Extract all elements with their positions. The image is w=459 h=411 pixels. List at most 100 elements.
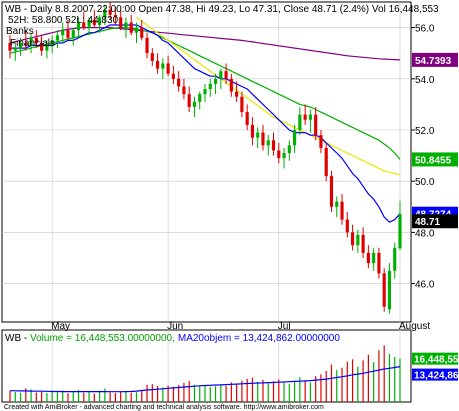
candle-body (219, 71, 223, 79)
chart-header-quote: WB - Daily 8.8.2007 22:00:00 Open 47.38,… (5, 4, 439, 15)
volume-pane (1, 329, 412, 403)
candle-body (398, 214, 402, 249)
candle-body (18, 42, 23, 49)
candle-body (71, 30, 75, 38)
candle-body (98, 17, 102, 26)
value-tag-label: 54.7393 (415, 56, 452, 67)
candle-body (303, 114, 307, 120)
volume-ma-path (9, 366, 401, 393)
volume-tag-box (412, 368, 458, 381)
candle-body (198, 94, 202, 102)
volume-tag-box (412, 352, 458, 365)
candlestick-series (8, 2, 402, 314)
candle-body (66, 30, 70, 38)
candle-body (124, 22, 128, 28)
candle-body (119, 17, 123, 28)
candle-body (340, 201, 344, 220)
volume-header: WB - Volume = 16,448,553.00000000, MA20ob… (5, 333, 340, 344)
candle-body (277, 150, 281, 159)
candle-body (382, 273, 386, 307)
chart-header-industry: Financials (10, 38, 55, 49)
candle-body (177, 78, 181, 87)
candle-body (171, 73, 175, 79)
price-pane (1, 1, 412, 323)
candle-body (13, 48, 17, 51)
candle-body (372, 252, 376, 264)
candle-body (213, 78, 218, 84)
value-tag-box (412, 152, 458, 167)
ma-blue-line (10, 24, 401, 223)
value-tag-box (412, 214, 458, 229)
candle-body (366, 252, 370, 264)
candle-body (361, 234, 365, 253)
candle-body (55, 35, 60, 41)
candle-body (29, 37, 33, 46)
candle-body (145, 37, 149, 54)
candle-body (192, 101, 197, 107)
month-label: Jun (167, 321, 183, 332)
candle-body (140, 27, 144, 38)
y-tick-label: 54.0 (415, 75, 435, 86)
volume-tag-label: 16,448,55 (414, 355, 459, 366)
candle-body (324, 147, 328, 177)
candle-body (229, 78, 233, 92)
value-tag-label: 50.8455 (415, 155, 452, 166)
candle-body (287, 145, 291, 154)
candle-body (293, 130, 297, 146)
candle-body (103, 9, 107, 18)
candle-body (224, 71, 228, 79)
candle-body (271, 140, 276, 151)
candle-body (50, 40, 54, 46)
candle-body (150, 53, 154, 61)
candle-body (40, 42, 44, 51)
candle-body (129, 22, 133, 33)
candle-body (45, 45, 49, 51)
candle-body (8, 42, 12, 51)
y-tick-label: 52.0 (415, 126, 435, 137)
candle-body (250, 124, 255, 138)
date-axis: May Jun Jul August (51, 321, 430, 332)
value-tag-label: 48.71 (415, 217, 440, 228)
candle-body (377, 252, 381, 274)
candle-body (387, 270, 392, 310)
candle-body (261, 132, 265, 146)
grid-lines (2, 2, 411, 402)
month-label: May (51, 321, 70, 332)
candle-body (155, 60, 160, 69)
moving-average-lines (9, 16, 401, 223)
footer-credit: Created with AmiBroker - advanced charti… (4, 404, 324, 411)
candle-body (282, 153, 286, 159)
candle-body (329, 176, 334, 207)
candle-body (240, 96, 244, 113)
volume-header-volume: Volume = 16,448,553.00000000, (30, 333, 175, 344)
candle-body (182, 86, 186, 95)
candle-body (235, 91, 239, 97)
candle-body (34, 37, 38, 43)
candle-body (208, 83, 212, 90)
candle-body (24, 42, 28, 46)
y-tick-label: 56.0 (415, 24, 435, 35)
chart-header-range: 52H: 58.800 52L: 44.830 (8, 15, 119, 26)
candle-body (356, 234, 360, 246)
candle-body (134, 27, 139, 33)
price-axis: 46.0 48.0 50.0 52.0 54.0 56.0 (411, 24, 435, 291)
candle-body (61, 30, 65, 36)
month-label: Jul (278, 321, 291, 332)
volume-header-prefix: WB - (5, 333, 30, 344)
y-tick-label: 46.0 (415, 280, 435, 291)
candle-body (314, 114, 318, 136)
candle-body (113, 14, 117, 18)
candle-body (335, 201, 339, 207)
candle-body (82, 22, 86, 28)
candle-body (245, 112, 249, 125)
candle-body (266, 140, 270, 146)
candle-body (187, 94, 191, 107)
volume-ma-line (9, 366, 401, 393)
candle-body (256, 132, 260, 138)
candle-body (76, 22, 81, 31)
volume-header-ma: MA20objem = 13,424,862.00000000 (178, 333, 341, 344)
candle-body (350, 232, 355, 246)
